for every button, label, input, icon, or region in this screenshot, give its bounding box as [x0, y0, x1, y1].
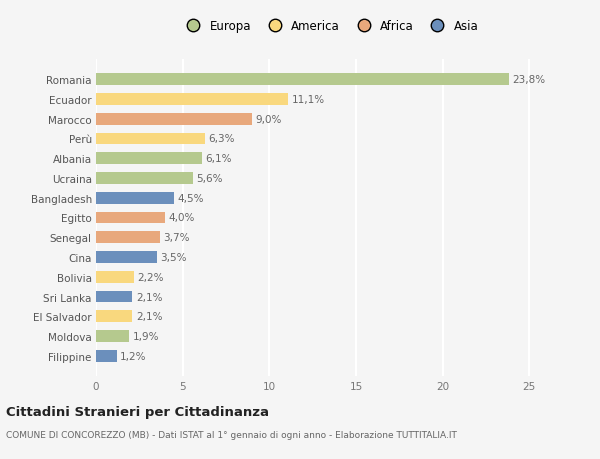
Bar — [96, 330, 129, 342]
Text: 1,9%: 1,9% — [133, 331, 159, 341]
Bar — [96, 252, 157, 263]
Bar — [96, 212, 166, 224]
Bar — [96, 173, 193, 185]
Text: 3,5%: 3,5% — [160, 252, 187, 263]
Bar — [96, 350, 117, 362]
Bar — [96, 74, 509, 86]
Text: Cittadini Stranieri per Cittadinanza: Cittadini Stranieri per Cittadinanza — [6, 405, 269, 419]
Text: 23,8%: 23,8% — [512, 75, 545, 85]
Bar — [96, 271, 134, 283]
Text: 4,5%: 4,5% — [178, 193, 204, 203]
Bar — [96, 192, 174, 204]
Text: 2,2%: 2,2% — [137, 272, 164, 282]
Bar — [96, 133, 205, 145]
Text: 3,7%: 3,7% — [164, 233, 190, 243]
Bar — [96, 311, 133, 323]
Text: 4,0%: 4,0% — [169, 213, 195, 223]
Text: 1,2%: 1,2% — [120, 351, 147, 361]
Bar — [96, 113, 252, 125]
Text: COMUNE DI CONCOREZZO (MB) - Dati ISTAT al 1° gennaio di ogni anno - Elaborazione: COMUNE DI CONCOREZZO (MB) - Dati ISTAT a… — [6, 430, 457, 439]
Text: 6,1%: 6,1% — [205, 154, 232, 164]
Text: 6,3%: 6,3% — [209, 134, 235, 144]
Text: 11,1%: 11,1% — [292, 95, 325, 105]
Bar — [96, 153, 202, 165]
Text: 9,0%: 9,0% — [256, 114, 282, 124]
Bar — [96, 232, 160, 244]
Text: 2,1%: 2,1% — [136, 292, 163, 302]
Text: 2,1%: 2,1% — [136, 312, 163, 322]
Legend: Europa, America, Africa, Asia: Europa, America, Africa, Asia — [176, 15, 484, 37]
Bar — [96, 291, 133, 303]
Bar — [96, 94, 289, 106]
Text: 5,6%: 5,6% — [197, 174, 223, 184]
